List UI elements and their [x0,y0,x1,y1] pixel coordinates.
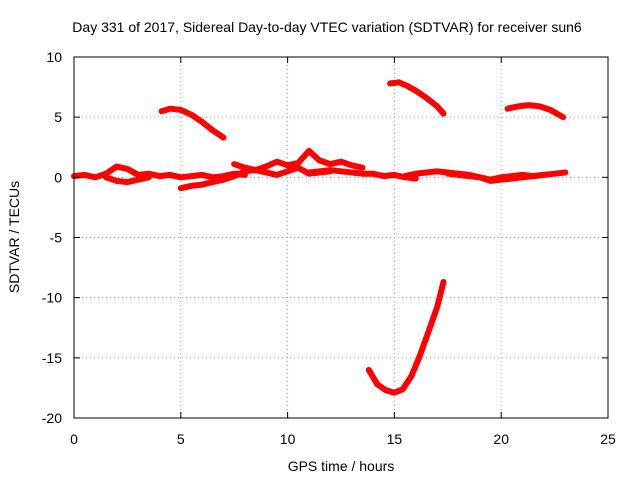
axis-ticks: 0 5 10 15 20 25 -20 -15 -10 -5 0 5 10 [42,49,616,447]
x-axis-title: GPS time / hours [288,458,395,474]
series-arc-7 [444,170,547,184]
x-tick-label: 15 [387,431,403,447]
series-arc-10 [504,102,567,121]
series-arc-2 [103,174,152,186]
y-tick-label: 10 [46,49,62,65]
grid-lines [74,57,608,418]
chart-title: Day 331 of 2017, Sidereal Day-to-day VTE… [72,19,582,35]
x-tick-label: 5 [177,431,185,447]
series-arc-9 [387,79,447,117]
series-arc-4 [231,147,366,174]
y-tick-label: -5 [50,230,63,246]
y-tick-label: -10 [42,290,62,306]
x-tick-label: 0 [70,431,78,447]
y-tick-label: 5 [54,109,62,125]
series-arc-11 [365,279,447,396]
y-tick-label: -20 [42,410,62,426]
series-arc-1 [71,163,248,181]
y-axis-title: SDTVAR / TECUs [6,181,22,293]
y-tick-label: -15 [42,350,62,366]
series-arc-8 [158,105,227,141]
data-series [71,79,569,396]
y-tick-label: 0 [54,169,62,185]
x-tick-label: 25 [600,431,616,447]
x-tick-label: 10 [280,431,296,447]
series-arc-5 [306,167,419,182]
x-tick-label: 20 [493,431,509,447]
